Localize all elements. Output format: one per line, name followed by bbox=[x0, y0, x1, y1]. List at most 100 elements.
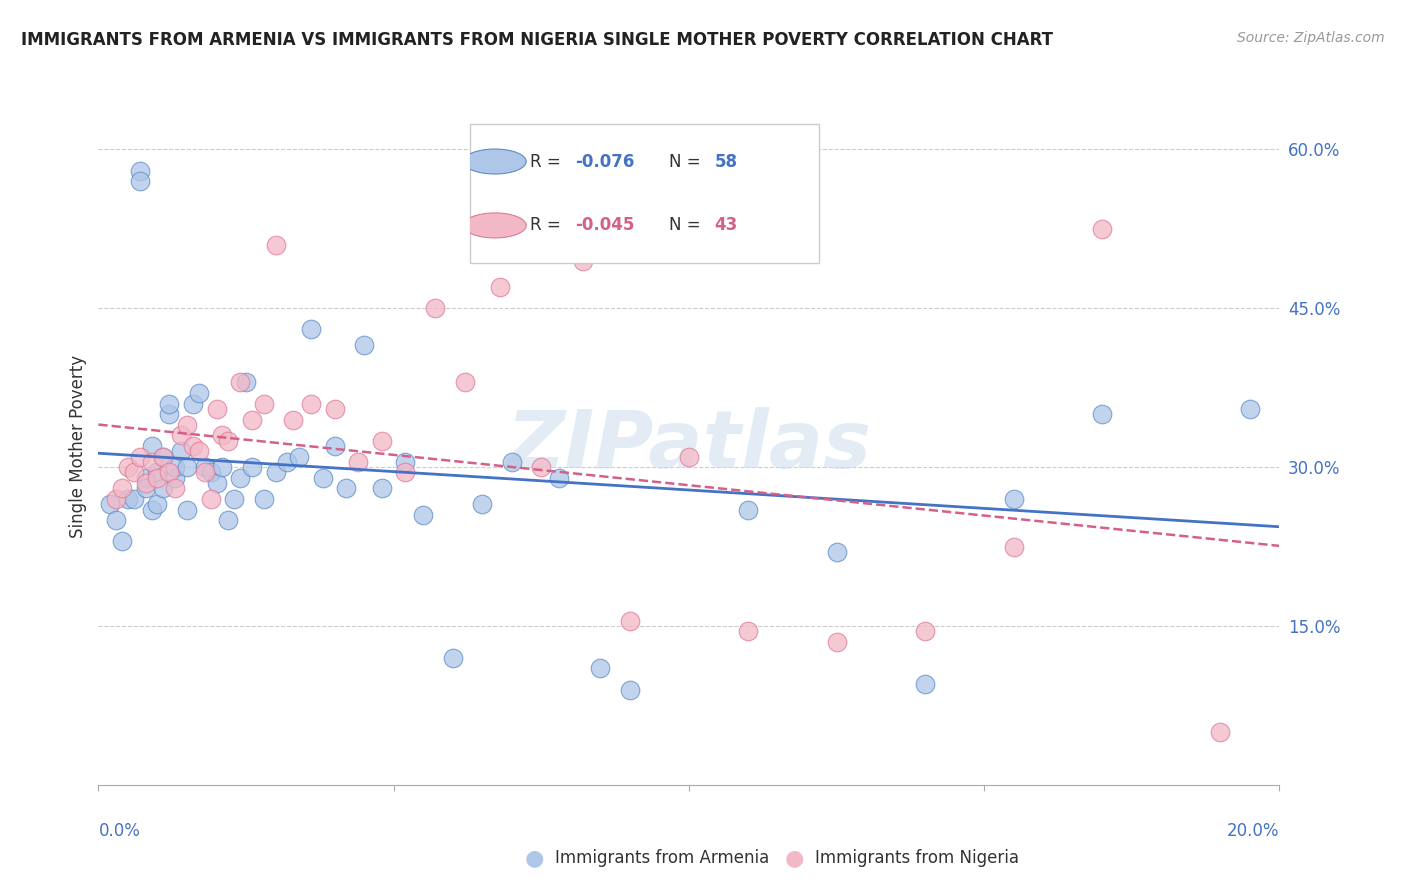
Point bbox=[217, 513, 239, 527]
Point bbox=[914, 677, 936, 691]
Point bbox=[489, 280, 512, 294]
Point bbox=[288, 450, 311, 464]
Point bbox=[353, 338, 375, 352]
Point bbox=[194, 460, 217, 475]
Text: R =: R = bbox=[530, 153, 565, 170]
Point bbox=[394, 466, 416, 480]
Point bbox=[128, 174, 150, 188]
Point bbox=[229, 376, 252, 390]
Point bbox=[205, 476, 228, 491]
Text: Immigrants from Nigeria: Immigrants from Nigeria bbox=[815, 849, 1019, 867]
Point bbox=[240, 412, 263, 426]
Point bbox=[229, 471, 252, 485]
Point bbox=[253, 396, 276, 410]
Point bbox=[347, 455, 370, 469]
Point bbox=[678, 195, 700, 210]
Point bbox=[122, 491, 145, 506]
Point bbox=[217, 434, 239, 448]
Point bbox=[176, 502, 198, 516]
Text: R =: R = bbox=[530, 217, 565, 235]
Point bbox=[105, 513, 128, 527]
Point bbox=[152, 482, 174, 496]
Point bbox=[152, 450, 174, 464]
Point bbox=[176, 460, 198, 475]
Point bbox=[276, 455, 298, 469]
Point bbox=[441, 651, 464, 665]
Point bbox=[323, 439, 346, 453]
Point bbox=[678, 450, 700, 464]
Point bbox=[1002, 540, 1025, 554]
Text: N =: N = bbox=[669, 153, 706, 170]
Point bbox=[194, 466, 217, 480]
Text: N =: N = bbox=[669, 217, 706, 235]
Point bbox=[157, 407, 180, 421]
Point bbox=[825, 545, 848, 559]
Point bbox=[530, 460, 553, 475]
Point bbox=[394, 455, 416, 469]
Point bbox=[589, 661, 612, 675]
Point bbox=[224, 491, 246, 506]
Point bbox=[157, 396, 180, 410]
Point bbox=[111, 534, 134, 549]
Text: 20.0%: 20.0% bbox=[1227, 822, 1279, 840]
Point bbox=[1209, 725, 1232, 739]
Point bbox=[235, 376, 257, 390]
Point bbox=[200, 466, 222, 480]
Point bbox=[737, 502, 759, 516]
Text: -0.045: -0.045 bbox=[575, 217, 634, 235]
Point bbox=[471, 497, 494, 511]
Point bbox=[335, 482, 357, 496]
Point bbox=[299, 396, 322, 410]
Point bbox=[128, 450, 150, 464]
Text: ●: ● bbox=[524, 848, 544, 868]
Text: 0.0%: 0.0% bbox=[98, 822, 141, 840]
Text: 43: 43 bbox=[714, 217, 738, 235]
Point bbox=[135, 476, 157, 491]
Point bbox=[1091, 222, 1114, 236]
Point bbox=[371, 482, 394, 496]
Point bbox=[187, 386, 209, 401]
Point bbox=[312, 471, 335, 485]
Point bbox=[619, 614, 641, 628]
Point bbox=[165, 471, 187, 485]
Point bbox=[165, 460, 187, 475]
Point bbox=[146, 466, 169, 480]
FancyBboxPatch shape bbox=[471, 124, 818, 263]
Point bbox=[98, 497, 121, 511]
Point bbox=[299, 322, 322, 336]
Point bbox=[111, 482, 134, 496]
Text: 58: 58 bbox=[714, 153, 737, 170]
Point bbox=[253, 491, 276, 506]
Point bbox=[825, 635, 848, 649]
Point bbox=[211, 428, 233, 442]
Point bbox=[264, 237, 287, 252]
Point bbox=[135, 482, 157, 496]
Point bbox=[141, 455, 163, 469]
Point bbox=[548, 471, 571, 485]
Text: Immigrants from Armenia: Immigrants from Armenia bbox=[555, 849, 769, 867]
Point bbox=[453, 376, 475, 390]
Point bbox=[501, 455, 523, 469]
Point bbox=[152, 450, 174, 464]
Text: Source: ZipAtlas.com: Source: ZipAtlas.com bbox=[1237, 31, 1385, 45]
Point bbox=[170, 428, 193, 442]
Point bbox=[128, 163, 150, 178]
Point bbox=[170, 444, 193, 458]
Point bbox=[1239, 401, 1261, 416]
Point bbox=[117, 491, 139, 506]
Point bbox=[117, 460, 139, 475]
Text: IMMIGRANTS FROM ARMENIA VS IMMIGRANTS FROM NIGERIA SINGLE MOTHER POVERTY CORRELA: IMMIGRANTS FROM ARMENIA VS IMMIGRANTS FR… bbox=[21, 31, 1053, 49]
Point bbox=[146, 471, 169, 485]
Point bbox=[371, 434, 394, 448]
Text: ZIPatlas: ZIPatlas bbox=[506, 407, 872, 485]
Point bbox=[187, 444, 209, 458]
Point bbox=[141, 439, 163, 453]
Y-axis label: Single Mother Poverty: Single Mother Poverty bbox=[69, 354, 87, 538]
Point bbox=[571, 253, 593, 268]
Point bbox=[105, 491, 128, 506]
Point bbox=[205, 401, 228, 416]
Point bbox=[122, 466, 145, 480]
Point bbox=[181, 439, 204, 453]
Point bbox=[283, 412, 305, 426]
Point bbox=[200, 491, 222, 506]
